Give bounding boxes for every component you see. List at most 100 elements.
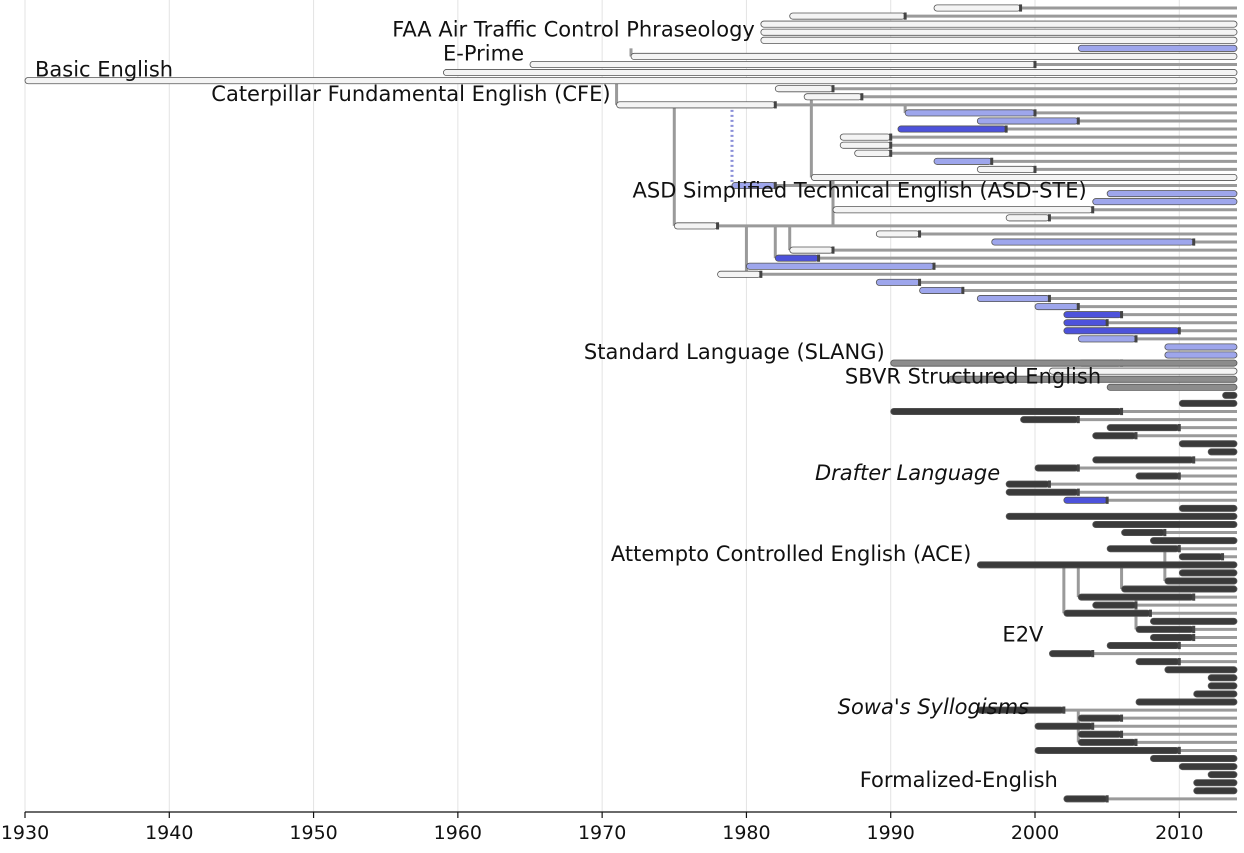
bar-end-cap <box>831 85 835 93</box>
language-bar <box>760 28 1238 36</box>
language-bar <box>1207 771 1238 779</box>
language-bar <box>1135 658 1180 666</box>
language-bar <box>1034 746 1180 754</box>
language-label: FAA Air Traffic Control Phraseology <box>392 17 755 41</box>
language-bar <box>1063 319 1108 327</box>
bar-end-cap <box>1105 496 1109 504</box>
x-tick-label: 1980 <box>722 822 770 844</box>
language-bar <box>1092 456 1195 464</box>
language-bar <box>1106 642 1180 650</box>
language-bar <box>1193 779 1238 787</box>
bar-end-cap <box>1019 4 1023 12</box>
x-tick-label: 1960 <box>434 822 482 844</box>
language-bar <box>760 36 1238 44</box>
bar-end-cap <box>1221 553 1225 561</box>
language-bar <box>1092 198 1238 206</box>
language-bar <box>1106 545 1180 553</box>
language-bar <box>1178 399 1238 407</box>
language-bar <box>1135 698 1238 706</box>
bar-end-cap <box>716 222 720 230</box>
language-bar <box>803 93 863 101</box>
bar-end-cap <box>1192 633 1196 642</box>
language-bar <box>1077 714 1122 722</box>
language-bar <box>1164 343 1238 351</box>
x-tick-label: 2000 <box>1011 822 1059 844</box>
language-bar <box>24 77 1238 85</box>
bar-end-cap <box>1177 658 1181 666</box>
language-bar <box>1005 488 1079 496</box>
language-bar <box>1164 577 1238 585</box>
bar-end-cap <box>1033 60 1037 69</box>
language-bar <box>1150 617 1238 625</box>
bar-end-cap <box>1192 456 1196 464</box>
language-bar <box>1178 440 1238 448</box>
language-bar <box>1164 351 1238 359</box>
language-bar <box>933 157 993 165</box>
language-bar <box>948 375 1238 383</box>
language-bar <box>1034 303 1079 311</box>
bar-end-cap <box>1120 714 1124 722</box>
language-bar <box>1092 520 1238 528</box>
language-bar <box>1178 763 1238 771</box>
bar-end-cap <box>1134 738 1138 746</box>
bar-end-cap <box>1148 609 1152 617</box>
bar-end-cap <box>1177 472 1181 480</box>
bar-end-cap <box>1033 165 1037 173</box>
language-bar <box>789 12 906 20</box>
language-bar <box>630 52 1238 60</box>
language-bar <box>1063 327 1180 335</box>
language-labels: FAA Air Traffic Control PhraseologyE-Pri… <box>35 17 1101 792</box>
language-bar <box>1063 496 1108 504</box>
bar-end-cap <box>773 101 777 109</box>
bar-end-cap <box>1177 424 1181 432</box>
language-bar <box>1077 593 1195 601</box>
x-tick-label: 1940 <box>145 822 193 844</box>
x-tick-label: 1950 <box>289 822 337 844</box>
language-bar <box>1178 569 1238 577</box>
bar-end-cap <box>1091 206 1095 214</box>
bar-end-cap <box>1120 311 1124 319</box>
language-bar <box>991 238 1195 246</box>
language-bar <box>1135 625 1195 633</box>
language-bar <box>1077 738 1137 746</box>
language-bar <box>976 295 1050 303</box>
language-bar <box>789 246 834 254</box>
language-bar <box>1092 432 1137 440</box>
language-bar <box>1207 674 1238 682</box>
bar-end-cap <box>1134 601 1138 609</box>
language-bar <box>1106 190 1238 198</box>
bar-end-cap <box>817 254 821 262</box>
language-bar <box>890 359 1238 367</box>
language-bar <box>774 254 819 262</box>
language-bar <box>1063 609 1151 617</box>
language-label: Standard Language (SLANG) <box>584 340 885 364</box>
bar-end-cap <box>1134 432 1138 440</box>
bar-end-cap <box>1091 650 1095 658</box>
language-bar <box>1005 214 1050 222</box>
language-bar <box>1193 690 1238 698</box>
bar-end-cap <box>1004 125 1008 133</box>
language-bar <box>1077 730 1122 738</box>
bar-end-cap <box>889 149 893 157</box>
bar-end-cap <box>759 270 763 278</box>
language-label: SBVR Structured English <box>845 364 1101 388</box>
x-tick-label: 1970 <box>578 822 626 844</box>
bar-end-cap <box>1076 415 1080 424</box>
language-bar <box>1092 601 1137 609</box>
language-bar <box>1005 480 1050 488</box>
language-bar <box>933 4 1021 12</box>
language-bar <box>1063 795 1108 803</box>
bar-end-cap <box>1120 730 1124 738</box>
bar-end-cap <box>932 262 936 270</box>
x-tick-label: 1930 <box>1 822 49 844</box>
bar-end-cap <box>831 246 835 254</box>
bar-end-cap <box>1033 109 1037 117</box>
language-bar <box>919 286 964 294</box>
language-bar <box>1121 585 1238 593</box>
language-bar <box>529 60 1036 68</box>
language-bar <box>673 222 718 230</box>
language-bar <box>897 125 1007 133</box>
language-bar <box>810 173 1238 181</box>
bar-end-cap <box>1177 746 1181 755</box>
